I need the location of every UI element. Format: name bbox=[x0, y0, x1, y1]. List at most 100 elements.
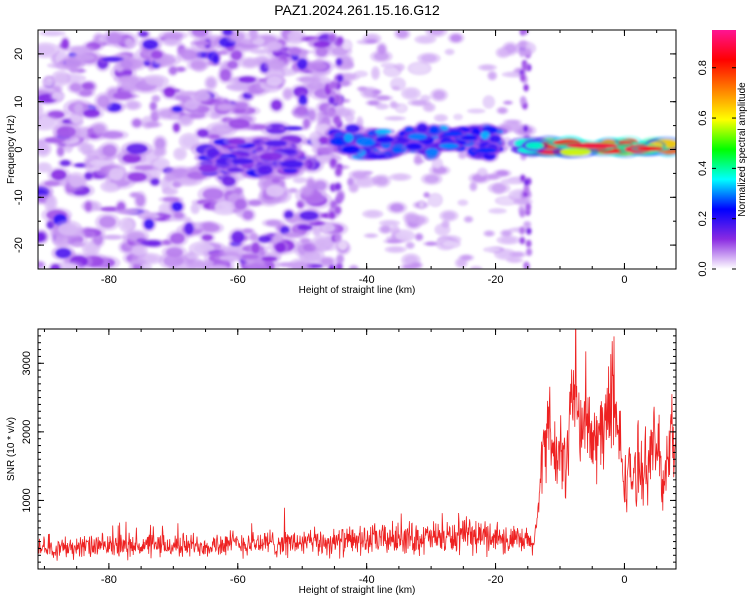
heatmap-cell-387 bbox=[38, 117, 55, 128]
heatmap-cell-1405 bbox=[336, 74, 344, 83]
chart-title: PAZ1.2024.261.15.16.G12 bbox=[274, 2, 440, 18]
heatmap-cell-1001 bbox=[171, 201, 183, 212]
heatmap-cell-945 bbox=[38, 163, 50, 172]
heatmap-cell-989 bbox=[193, 41, 209, 46]
heatmap-cell-1875 bbox=[439, 143, 459, 149]
heatmap-cell-1243 bbox=[433, 90, 446, 100]
heatmap-cell-1227 bbox=[387, 116, 403, 121]
heatmap-cell-951 bbox=[247, 263, 264, 269]
spectrogram-y-tick-label: 20 bbox=[13, 48, 25, 60]
heatmap-cell-713 bbox=[254, 49, 270, 54]
heatmap-cell-1245 bbox=[421, 95, 429, 101]
heatmap-cell-865 bbox=[70, 114, 81, 124]
heatmap-cell-1415 bbox=[336, 36, 344, 45]
heatmap-cell-1021 bbox=[170, 114, 180, 119]
heatmap-cell-1431 bbox=[334, 233, 342, 242]
heatmap-cell-1257 bbox=[395, 231, 411, 241]
heatmap-cell-1853 bbox=[405, 142, 422, 151]
heatmap-cell-999 bbox=[164, 188, 176, 195]
heatmap-cell-967 bbox=[289, 47, 302, 55]
heatmap-cell-607 bbox=[227, 60, 238, 69]
heatmap-cell-507 bbox=[89, 159, 110, 167]
heatmap-cell-1329 bbox=[425, 241, 437, 246]
heatmap-cell-959 bbox=[140, 240, 162, 247]
heatmap-cell-975 bbox=[131, 245, 145, 256]
heatmap-cell-47 bbox=[127, 101, 140, 109]
heatmap-cell-765 bbox=[258, 235, 272, 243]
heatmap-cell-955 bbox=[51, 92, 63, 100]
heatmap-cell-1513 bbox=[523, 179, 530, 186]
heatmap-cell-1301 bbox=[346, 114, 354, 122]
heatmap-cell-1461 bbox=[520, 41, 526, 49]
heatmap-cell-1195 bbox=[377, 104, 387, 109]
heatmap-cell-1263 bbox=[512, 252, 524, 257]
heatmap-cell-809 bbox=[316, 146, 339, 154]
heatmap-cell-1479 bbox=[519, 49, 525, 57]
heatmap-cell-679 bbox=[251, 242, 260, 254]
heatmap-cell-939 bbox=[155, 148, 165, 156]
heatmap-cell-1643 bbox=[257, 165, 273, 175]
colorbar-label: Normalized spectral amplitude bbox=[737, 82, 748, 217]
heatmap-cell-1239 bbox=[498, 107, 507, 114]
heatmap-cell-1027 bbox=[248, 199, 262, 206]
heatmap-cell-357 bbox=[173, 212, 184, 219]
heatmap-cell-1207 bbox=[498, 48, 509, 57]
heatmap-cell-1265 bbox=[414, 155, 422, 164]
heatmap-cell-163 bbox=[313, 227, 321, 235]
heatmap-cell-627 bbox=[190, 261, 208, 269]
heatmap-cell-867 bbox=[235, 101, 249, 109]
heatmap-cell-1293 bbox=[392, 174, 408, 180]
heatmap-cell-1005 bbox=[197, 91, 210, 101]
snr-plot-area bbox=[38, 329, 676, 561]
snr-y-tick-label: 3000 bbox=[21, 351, 33, 375]
heatmap-cell-621 bbox=[38, 143, 49, 155]
heatmap-cell-921 bbox=[106, 31, 122, 45]
heatmap-cell-1321 bbox=[356, 71, 366, 77]
spectrogram-x-tick-label: 0 bbox=[621, 274, 627, 286]
heatmap-cell-973 bbox=[83, 109, 100, 118]
heatmap-cell-477 bbox=[60, 160, 71, 167]
heatmap-cell-793 bbox=[97, 95, 110, 108]
heatmap-cell-1873 bbox=[343, 132, 354, 143]
heatmap-cell-251 bbox=[206, 78, 216, 88]
colorbar-tick-label: 0.6 bbox=[697, 110, 709, 125]
heatmap-cell-1091 bbox=[504, 101, 512, 105]
heatmap-cell-1327 bbox=[349, 184, 358, 192]
heatmap-cell-1209 bbox=[497, 250, 513, 259]
heatmap-cell-1025 bbox=[58, 223, 78, 236]
heatmap-cell-985 bbox=[121, 219, 134, 231]
heatmap-cell-279 bbox=[287, 218, 297, 223]
heatmap-cell-1249 bbox=[433, 159, 442, 169]
heatmap-cell-869 bbox=[171, 105, 183, 113]
heatmap-cell-893 bbox=[175, 149, 185, 159]
heatmap-cell-1101 bbox=[365, 211, 380, 217]
snr-y-axis: 1000 2000 3000 bbox=[21, 328, 676, 563]
heatmap-cell-887 bbox=[241, 254, 259, 260]
heatmap-cell-1185 bbox=[428, 30, 444, 36]
heatmap-cell-1631 bbox=[264, 140, 288, 147]
heatmap-cell-979 bbox=[186, 254, 197, 260]
heatmap-cell-1277 bbox=[372, 68, 379, 78]
heatmap-cell-1839 bbox=[392, 146, 402, 154]
heatmap-cell-645 bbox=[69, 83, 82, 92]
heatmap-cell-1087 bbox=[406, 242, 414, 249]
heatmap-cell-1075 bbox=[380, 226, 391, 233]
heatmap-cell-1013 bbox=[61, 38, 69, 49]
colorbar: 0.0 0.2 0.4 0.6 0.8 Normalized spectral ampl… bbox=[697, 30, 748, 277]
heatmap-cell-99 bbox=[99, 216, 116, 228]
heatmap-cell-807 bbox=[51, 169, 67, 181]
heatmap-cell-21 bbox=[104, 235, 122, 240]
heatmap-cell-1009 bbox=[310, 62, 328, 71]
heatmap-cell-423 bbox=[153, 159, 167, 169]
heatmap-cell-1505 bbox=[522, 30, 528, 35]
colorbar-axis: 0.0 0.2 0.4 0.6 0.8 bbox=[697, 60, 736, 277]
heatmap-cell-791 bbox=[238, 76, 257, 84]
heatmap-cell-1837 bbox=[460, 135, 478, 141]
heatmap-cell-513 bbox=[72, 242, 84, 247]
heatmap-cell-1349 bbox=[411, 100, 428, 106]
heatmap-cell-1425 bbox=[328, 108, 335, 117]
heatmap-cell-1801 bbox=[429, 125, 439, 134]
heatmap-cell-653 bbox=[298, 94, 308, 106]
heatmap-cell-1085 bbox=[390, 203, 404, 212]
